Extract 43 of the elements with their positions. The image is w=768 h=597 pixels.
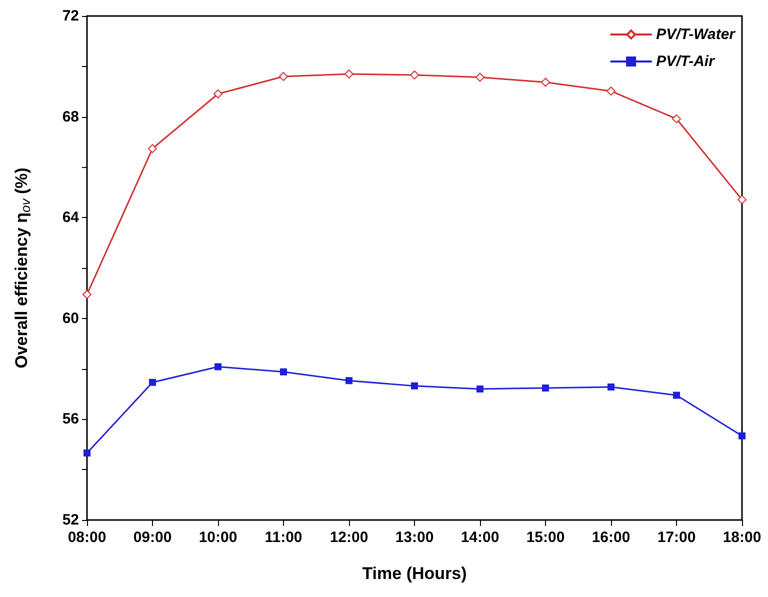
point	[542, 384, 549, 392]
point	[410, 70, 419, 80]
point	[738, 195, 746, 204]
x-tick-label: 12:00	[330, 529, 368, 546]
point	[606, 86, 616, 96]
point	[476, 72, 484, 82]
x-tick-label: 14:00	[460, 529, 500, 546]
point	[279, 72, 288, 81]
y-tick-label: 72	[62, 8, 79, 24]
point	[214, 363, 222, 370]
point	[672, 114, 681, 124]
x-tick-label: 09:00	[133, 529, 172, 546]
point	[148, 144, 157, 154]
point	[673, 392, 680, 399]
x-tick-label: 18:00	[722, 529, 762, 546]
point	[738, 432, 746, 440]
point	[84, 449, 90, 456]
point	[280, 368, 287, 376]
point	[476, 385, 484, 392]
x-tick-label: 16:00	[592, 529, 630, 546]
y-axis-title: Overall efficiency ηov (%)	[12, 168, 33, 368]
x-tick-label: 17:00	[657, 529, 696, 546]
legend-label: PV/T-Air	[656, 53, 716, 70]
y-tick-label: 64	[62, 209, 80, 226]
y-tick-label: 68	[62, 108, 79, 126]
y-tick-label: 60	[62, 310, 79, 327]
point	[541, 78, 550, 87]
x-tick-label: 15:00	[526, 529, 565, 546]
x-tick-label: 13:00	[395, 529, 434, 546]
point	[149, 378, 156, 386]
point	[346, 377, 352, 384]
y-tick-label: 56	[62, 410, 79, 428]
x-tick-label: 11:00	[264, 529, 302, 546]
x-tick-label: 08:00	[68, 529, 106, 546]
x-axis-title: Time (Hours)	[362, 564, 467, 583]
point	[344, 69, 354, 78]
y-tick-label: 52	[62, 512, 79, 528]
point	[608, 383, 614, 390]
point	[82, 290, 92, 299]
point	[214, 89, 222, 98]
point	[411, 382, 418, 390]
legend-label: PV/T-Water	[656, 26, 736, 43]
x-tick-label: 10:00	[198, 529, 238, 546]
